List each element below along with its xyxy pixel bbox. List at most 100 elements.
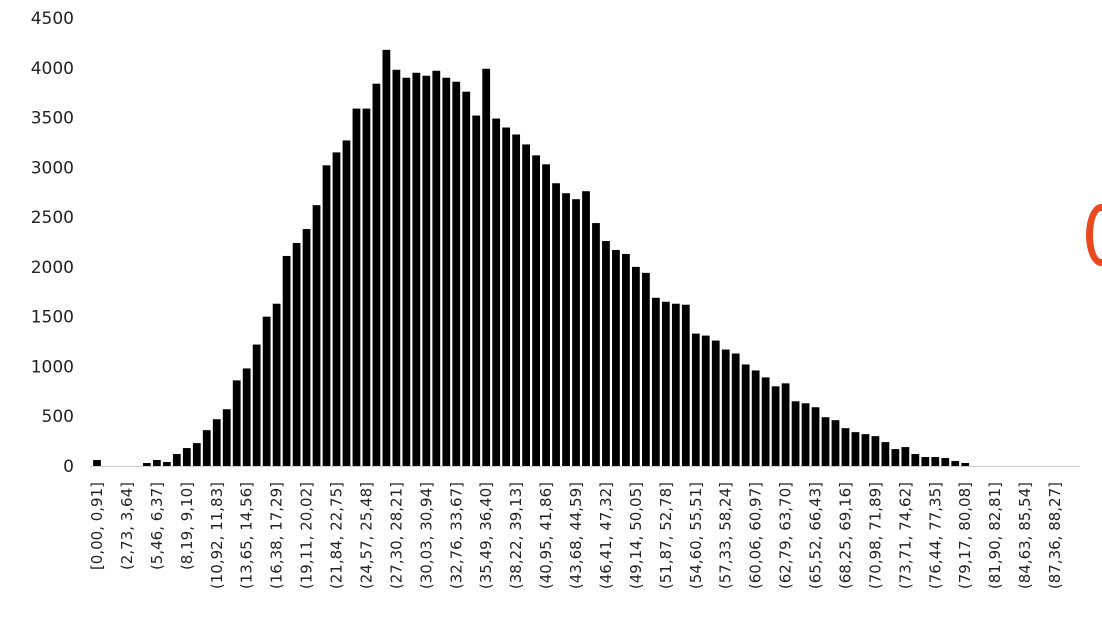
x-tick-label: (32,76, 33,67] xyxy=(447,482,465,589)
histogram-bar xyxy=(622,253,630,466)
histogram-bar xyxy=(442,77,451,466)
y-tick-label: 500 xyxy=(42,407,74,427)
y-axis-tick-labels: 0 500 1000 1500 2000 2500 3000 3500 4000 4500 xyxy=(31,9,74,477)
histogram-bar xyxy=(322,165,331,466)
y-tick-label: 1000 xyxy=(31,357,74,377)
histogram-bar xyxy=(232,380,241,466)
x-tick-label: (30,03, 30,94] xyxy=(417,482,435,589)
histogram-bar xyxy=(452,81,461,466)
x-tick-label: (27,30, 28,21] xyxy=(387,482,405,589)
histogram-bar xyxy=(632,266,640,466)
histogram-bar xyxy=(891,449,900,466)
histogram-bar xyxy=(432,70,441,466)
histogram-bar xyxy=(252,344,261,466)
x-tick-label: (73,71, 74,62] xyxy=(896,482,914,589)
partial-orange-shape xyxy=(1086,204,1102,266)
histogram-bar xyxy=(641,272,650,466)
histogram-bar xyxy=(492,118,501,467)
x-tick-label: (40,95, 41,86] xyxy=(537,482,555,589)
x-tick-label: (24,57, 25,48] xyxy=(357,482,375,589)
histogram-bar xyxy=(392,69,401,467)
histogram-bar xyxy=(472,115,481,466)
histogram-bars xyxy=(93,49,970,467)
histogram-bar xyxy=(602,241,610,466)
histogram-bar xyxy=(143,463,151,466)
histogram-bar xyxy=(422,75,431,467)
x-tick-label: (5,46, 6,37] xyxy=(148,482,166,570)
histogram-bar xyxy=(332,152,341,466)
histogram-bar xyxy=(502,127,511,466)
histogram-bar xyxy=(701,335,710,466)
histogram-bar xyxy=(901,447,910,466)
histogram-bar xyxy=(312,205,321,466)
histogram-bar xyxy=(292,243,301,466)
histogram-bar xyxy=(681,304,690,466)
histogram-bar xyxy=(582,191,590,467)
histogram-bar xyxy=(93,460,101,466)
x-tick-label: (43,68, 44,59] xyxy=(567,482,585,589)
histogram-bar xyxy=(242,368,251,466)
histogram-bar xyxy=(721,349,730,466)
x-tick-label: (79,17, 80,08] xyxy=(956,482,974,589)
histogram-bar xyxy=(811,407,820,466)
x-tick-label: [0,00, 0,91] xyxy=(88,482,106,570)
histogram-bar xyxy=(382,49,391,467)
histogram-bar xyxy=(552,183,560,466)
histogram-bar xyxy=(941,458,950,466)
x-tick-label: (51,87, 52,78] xyxy=(657,482,675,589)
histogram-bar xyxy=(871,436,880,466)
histogram-bar xyxy=(791,401,800,466)
histogram-bar xyxy=(342,140,351,466)
x-tick-label: (84,63, 85,54] xyxy=(1016,482,1034,589)
x-tick-label: (46,41, 47,32] xyxy=(597,482,615,589)
histogram-bar xyxy=(172,454,181,466)
histogram-bar xyxy=(691,333,700,466)
histogram-bar xyxy=(202,430,211,466)
histogram-bar xyxy=(162,462,171,466)
histogram-bar xyxy=(522,144,531,466)
histogram-bar xyxy=(572,199,580,466)
x-tick-label: (70,98, 71,89] xyxy=(866,482,884,589)
histogram-bar xyxy=(352,108,361,466)
histogram-bar xyxy=(562,193,570,466)
y-tick-label: 2500 xyxy=(31,208,74,228)
y-tick-label: 0 xyxy=(63,457,74,477)
histogram-bar xyxy=(821,417,830,466)
x-tick-label: (2,73, 3,64] xyxy=(118,482,136,570)
histogram-bar xyxy=(542,164,550,466)
histogram-bar xyxy=(302,229,311,466)
x-tick-label: (87,36, 88,27] xyxy=(1046,482,1064,589)
x-tick-label: (49,14, 50,05] xyxy=(627,482,645,589)
histogram-bar xyxy=(262,316,271,466)
x-tick-label: (68,25, 69,16] xyxy=(836,482,854,589)
histogram-bar xyxy=(861,434,870,466)
histogram-bar xyxy=(831,420,840,466)
x-axis-tick-labels: [0,00, 0,91] (2,73, 3,64] (5,46, 6,37] (8,1… xyxy=(88,482,1064,589)
y-tick-label: 1500 xyxy=(31,308,74,328)
x-tick-label: (60,06, 60,97] xyxy=(747,482,765,589)
histogram-bar xyxy=(771,386,780,466)
histogram-bar xyxy=(532,155,540,466)
histogram-bar xyxy=(412,72,421,466)
histogram-bar xyxy=(741,364,750,466)
x-tick-label: (8,19, 9,10] xyxy=(178,482,196,570)
histogram-bar xyxy=(921,457,930,466)
x-tick-label: (21,84, 22,75] xyxy=(328,482,346,589)
x-tick-label: (76,44, 77,35] xyxy=(926,482,944,589)
histogram-bar xyxy=(402,77,411,466)
histogram-bar xyxy=(272,303,281,466)
histogram-bar xyxy=(512,134,521,467)
x-tick-label: (65,52, 66,43] xyxy=(807,482,825,589)
histogram-bar xyxy=(661,301,670,466)
histogram-bar xyxy=(192,443,201,466)
histogram-bar xyxy=(592,223,600,466)
y-tick-label: 4000 xyxy=(31,59,74,79)
x-tick-label: (10,92, 11,83] xyxy=(208,482,226,589)
x-tick-label: (35,49, 36,40] xyxy=(477,482,495,589)
histogram-bar xyxy=(651,297,660,466)
x-tick-label: (81,90, 82,81] xyxy=(986,482,1004,589)
histogram-bar xyxy=(711,340,720,466)
y-tick-label: 4500 xyxy=(31,9,74,29)
histogram-bar xyxy=(152,460,161,466)
